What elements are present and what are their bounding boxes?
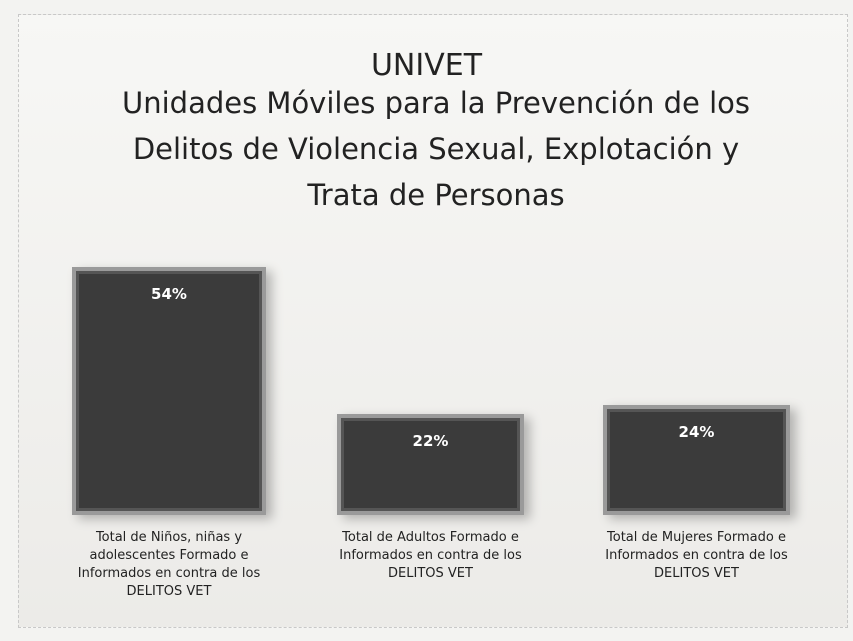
bar [72,266,266,515]
x-tick-label: Total de Niños, niñas y adolescentes For… [77,530,261,599]
bar [337,413,524,515]
data-label: 22% [412,431,449,450]
x-tick-label: Total de Adultos Formado e Informados en… [339,530,522,581]
data-label: 54% [151,284,187,303]
chart-title: UNIVET [370,48,483,83]
bar [603,404,790,515]
chart-subtitle: Unidades Móviles para la Prevención de l… [122,86,750,212]
data-label: 24% [678,422,715,441]
x-tick-label: Total de Mujeres Formado e Informados en… [605,530,788,581]
